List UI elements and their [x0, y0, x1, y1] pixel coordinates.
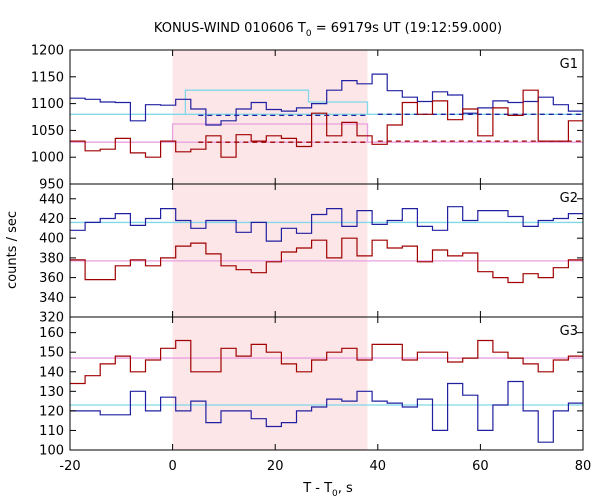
- x-tick-label: 60: [472, 459, 489, 474]
- x-tick-label: 40: [370, 459, 387, 474]
- y-tick-label: 340: [39, 291, 64, 306]
- x-axis-label-subscript: 0: [332, 489, 338, 499]
- x-tick-label: 80: [575, 459, 592, 474]
- y-tick-label: 150: [39, 346, 64, 361]
- chart-title-subscript: 0: [306, 29, 312, 39]
- shaded-interval: [172, 317, 368, 450]
- x-tick-label: 0: [168, 459, 176, 474]
- panel-g2: 320 340 360 380 400 420 440 G2: [39, 183, 584, 326]
- y-tick-label: 1200: [31, 44, 64, 59]
- panel-frame: [69, 316, 584, 451]
- series-red-g1: [70, 89, 583, 158]
- series-blue-g1: [70, 73, 583, 126]
- panels-group: 950 1000 1050 1100 1150 1200 G1 320 340 360 380 400…: [31, 44, 584, 459]
- y-tick-label: 360: [39, 271, 64, 286]
- y-tick-label: 380: [39, 251, 64, 266]
- y-axis-label: counts / sec: [5, 211, 20, 289]
- y-tick-label: 1100: [31, 97, 64, 112]
- series-blue-g3: [70, 380, 583, 443]
- panel-label: G3: [560, 324, 578, 339]
- shaded-interval: [172, 184, 368, 317]
- y-tick-label: 1000: [31, 151, 64, 166]
- y-tick-label: 400: [39, 232, 64, 247]
- x-axis-ticks: -20 0 20 40 60 80: [59, 459, 591, 474]
- panel-label: G2: [560, 191, 578, 206]
- y-tick-label: 420: [39, 212, 64, 227]
- chart-title: KONUS-WIND 010606 T0 = 69179s UT (19:12:…: [154, 21, 502, 39]
- y-tick-label: 110: [39, 424, 64, 439]
- panel-label: G1: [560, 57, 578, 72]
- x-tick-label: 20: [267, 459, 284, 474]
- model-step-pink: [171, 123, 369, 143]
- model-step-cyan: [184, 89, 369, 115]
- y-tick-label: 1050: [31, 124, 64, 139]
- y-tick-label: 130: [39, 385, 64, 400]
- series-red-g3: [70, 339, 583, 385]
- panel-g3: 100 110 120 130 140 150 160 G3: [39, 316, 584, 459]
- x-axis-label: T - T0, s: [302, 481, 353, 499]
- series-red-g2: [70, 237, 583, 284]
- y-tick-label: 100: [39, 444, 64, 459]
- y-tick-label: 950: [39, 178, 64, 193]
- y-tick-label: 1150: [31, 70, 64, 85]
- panel-g1: 950 1000 1050 1100 1150 1200 G1: [31, 44, 584, 193]
- y-tick-label: 440: [39, 192, 64, 207]
- y-tick-label: 320: [39, 311, 64, 326]
- series-blue-g2: [70, 206, 583, 242]
- shaded-interval: [172, 50, 368, 184]
- y-tick-label: 140: [39, 365, 64, 380]
- y-tick-label: 160: [39, 326, 64, 341]
- x-tick-label: -20: [59, 459, 80, 474]
- y-tick-label: 120: [39, 404, 64, 419]
